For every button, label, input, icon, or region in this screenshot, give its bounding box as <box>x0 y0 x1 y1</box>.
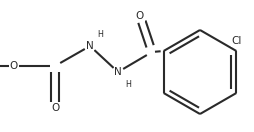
Text: O: O <box>136 11 144 21</box>
Text: O: O <box>51 103 59 113</box>
Text: O: O <box>10 61 18 71</box>
Text: Cl: Cl <box>231 36 242 46</box>
Text: N: N <box>114 67 122 77</box>
Text: H: H <box>97 30 103 39</box>
Text: N: N <box>86 41 94 51</box>
Text: H: H <box>125 80 131 89</box>
